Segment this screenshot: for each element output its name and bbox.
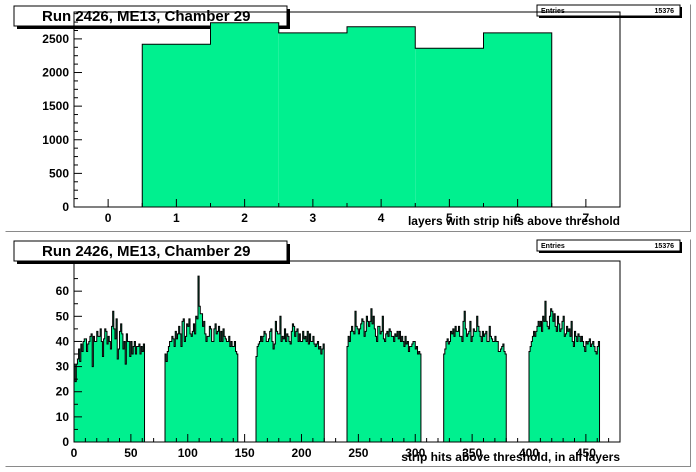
x-tick-label: 400 xyxy=(519,446,539,460)
x-tick-label: 150 xyxy=(235,446,255,460)
x-tick-label: 350 xyxy=(462,446,482,460)
histogram-pad-top: Run 2426, ME13, Chamber 29 Entries 15376 0 5… xyxy=(5,4,691,232)
stats-label: Entries xyxy=(541,243,565,250)
x-axis-label: strip hits above threshold, in all layer… xyxy=(401,450,620,464)
y-tick-label: 30 xyxy=(56,360,70,374)
x-tick-label: 6 xyxy=(514,211,521,225)
x-tick-label: 0 xyxy=(105,211,112,225)
pad-border xyxy=(5,239,691,467)
x-tick-label: 450 xyxy=(576,446,596,460)
y-tick-label: 0 xyxy=(62,435,69,449)
histogram-bar xyxy=(142,44,211,207)
title-box xyxy=(13,5,288,27)
y-tick-label: 1000 xyxy=(42,133,69,147)
pad-border xyxy=(5,4,691,232)
x-tick-label: 300 xyxy=(405,446,425,460)
x-tick-label: 5 xyxy=(446,211,453,225)
histogram-bar xyxy=(483,32,552,208)
x-tick-label: 1 xyxy=(173,211,180,225)
chart-title: Run 2426, ME13, Chamber 29 xyxy=(42,243,250,260)
y-tick-label: 50 xyxy=(56,309,70,323)
y-tick-label: 10 xyxy=(56,410,70,424)
x-tick-label: 3 xyxy=(310,211,317,225)
y-tick-label: 2000 xyxy=(42,66,69,80)
y-tick-label: 60 xyxy=(56,284,70,298)
x-axis-label: layers with strip hits above threshold xyxy=(408,214,620,228)
histogram-bar xyxy=(415,48,484,207)
histogram-chart-bottom: Run 2426, ME13, Chamber 29 Entries 15376 0 1… xyxy=(13,239,682,464)
histogram-fill xyxy=(74,276,600,442)
histogram-chart-top: Run 2426, ME13, Chamber 29 Entries 1537605… xyxy=(13,4,682,228)
x-tick-label: 0 xyxy=(71,446,78,460)
y-tick-label: 500 xyxy=(49,166,69,180)
y-tick-label: 0 xyxy=(62,200,69,214)
x-tick-label: 100 xyxy=(178,446,198,460)
x-tick-label: 50 xyxy=(124,446,138,460)
x-tick-label: 4 xyxy=(378,211,385,225)
stats-box xyxy=(536,239,681,252)
stats-box xyxy=(536,4,681,17)
y-tick-label: 1500 xyxy=(42,99,69,113)
x-tick-label: 2 xyxy=(241,211,248,225)
y-tick-label: 40 xyxy=(56,334,70,348)
y-tick-label: 2500 xyxy=(42,32,69,46)
stats-value: 15376 xyxy=(655,243,675,250)
histogram-outline xyxy=(141,22,553,207)
x-tick-label: 7 xyxy=(583,211,590,225)
histogram-outline xyxy=(73,275,601,443)
histogram-bar xyxy=(210,22,279,207)
histogram-bar xyxy=(278,32,347,208)
y-tick-label: 20 xyxy=(56,385,70,399)
histogram-bar xyxy=(347,26,416,207)
x-tick-label: 200 xyxy=(291,446,311,460)
stats-value: 15376 xyxy=(655,8,675,15)
x-tick-label: 250 xyxy=(348,446,368,460)
histogram-pad-bottom: Run 2426, ME13, Chamber 29 Entries 15376 0 1… xyxy=(5,239,691,467)
